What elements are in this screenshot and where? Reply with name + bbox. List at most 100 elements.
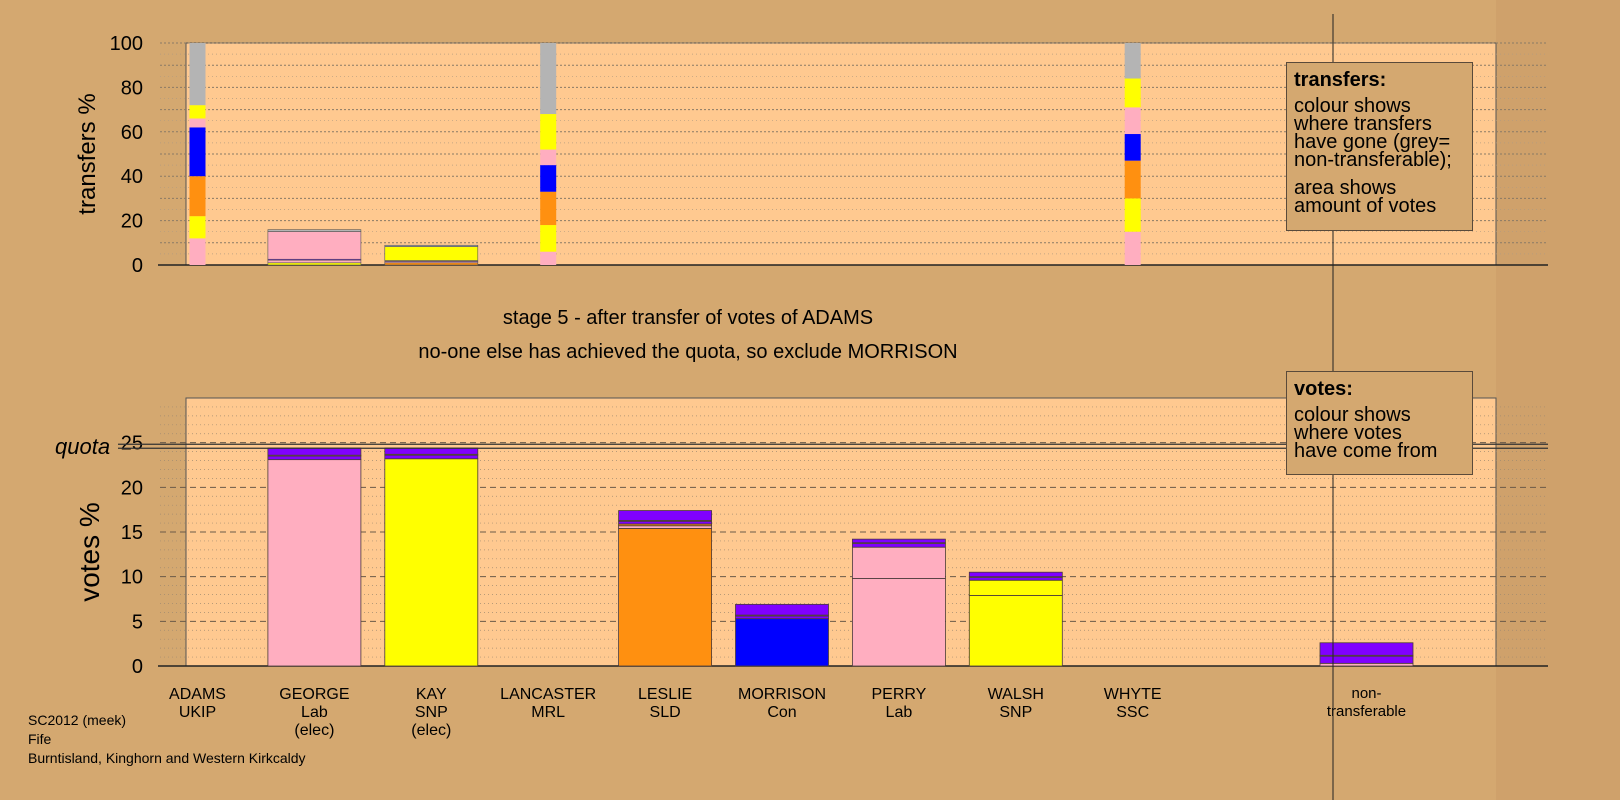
votes-legend-title: votes:	[1294, 378, 1353, 400]
candidate-party-label: SSC	[1116, 704, 1149, 721]
transfers-y-tick-label: 60	[121, 122, 143, 144]
footer-council: Fife	[28, 731, 52, 747]
transfers-y-tick-label: 100	[110, 33, 143, 55]
transfer-bar-segment-adams	[189, 216, 206, 239]
candidate-name-label: WHYTE	[1104, 686, 1162, 703]
votes-legend-text: colour shows where votes have come from	[1294, 404, 1438, 462]
transfers-y-tick-label: 0	[132, 255, 143, 277]
candidate-party-label: SNP	[999, 704, 1032, 721]
transfers-y-tick-label: 40	[121, 166, 143, 188]
transfer-bar-segment-george	[267, 259, 362, 264]
vote-bar-segment-george	[267, 459, 362, 667]
transfer-bar-segment-lancaster	[540, 43, 557, 115]
candidate-party-label: SLD	[650, 704, 681, 721]
vote-bar-segment-kay	[384, 454, 479, 460]
vote-bar-segment-perry	[852, 543, 946, 548]
candidate-party-label: SNP	[415, 704, 448, 721]
votes-y-tick-label: 15	[121, 522, 143, 544]
transfer-bar-segment-lancaster	[540, 149, 557, 166]
votes-y-tick-label: 5	[132, 611, 143, 633]
candidate-party-label: Con	[767, 704, 796, 721]
transfer-bar-segment-whyte	[1124, 107, 1141, 135]
footer-info: SC2012 (meek) Fife Burntisland, Kinghorn…	[28, 711, 306, 768]
votes-y-tick-label: 0	[132, 656, 143, 678]
candidate-party-label: Lab	[886, 704, 913, 721]
candidate-party-label: UKIP	[179, 704, 216, 721]
transfer-bar-segment-lancaster	[540, 165, 557, 192]
vote-bar-segment-perry	[852, 546, 946, 579]
transfers-y-axis-label: transfers %	[74, 93, 101, 214]
vote-bar-segment-george	[267, 447, 362, 456]
quota-label: quota	[55, 434, 110, 459]
vote-bar-segment-morrison	[735, 618, 829, 667]
transfers-legend-text-1: colour shows where transfers have gone (…	[1294, 95, 1452, 171]
candidate-name-label: GEORGE	[279, 686, 349, 703]
transfer-bar-segment-whyte	[1124, 134, 1141, 161]
candidate-party-label: Lab	[301, 704, 328, 721]
votes-y-tick-label: 10	[121, 567, 143, 589]
transfers-y-tick-label: 20	[121, 211, 143, 233]
vote-bar-segment-kay	[384, 458, 479, 667]
right-margin-shade	[1496, 0, 1620, 800]
nontransferable-label: non-	[1351, 685, 1381, 702]
transfer-bar-segment-george	[267, 231, 362, 260]
transfer-bar-segment-whyte	[1124, 198, 1141, 232]
transfer-bar-segment-lancaster	[540, 191, 557, 226]
transfers-legend-title: transfers:	[1294, 69, 1387, 91]
candidate-status-label: (elec)	[294, 722, 334, 739]
stage-subtitle: no-one else has achieved the quota, so e…	[418, 341, 957, 363]
transfer-bar-segment-adams	[189, 176, 206, 217]
transfer-bar-segment-lancaster	[540, 114, 557, 150]
transfers-legend: transfers: colour shows where transfers …	[1286, 62, 1473, 231]
candidate-name-label: KAY	[416, 686, 447, 703]
candidate-name-label: LESLIE	[638, 686, 692, 703]
vote-bar-segment-leslie	[618, 525, 712, 529]
transfer-bar-segment-whyte	[1124, 43, 1141, 79]
candidate-party-label: MRL	[531, 704, 565, 721]
transfers-legend-text-2: area shows amount of votes	[1294, 177, 1437, 217]
transfer-bar-segment-adams	[189, 105, 206, 119]
vote-bar-segment-morrison	[735, 615, 829, 620]
vote-bar-segment-perry	[852, 578, 946, 667]
transfer-bar-segment-adams	[189, 238, 206, 265]
vote-bar-segment-walsh	[968, 571, 1063, 578]
transfer-bar-segment-kay	[384, 262, 479, 266]
transfer-bar-segment-adams	[189, 118, 206, 128]
vote-bar-segment-kay	[384, 447, 479, 455]
vote-bar-segment-george	[267, 455, 362, 461]
transfers-y-tick-label: 80	[121, 77, 143, 99]
transfer-bar-segment-lancaster	[540, 225, 557, 252]
transfer-bar-segment-whyte	[1124, 160, 1141, 199]
vote-bar-segment-walsh	[968, 577, 1063, 581]
vote-bar-segment-morrison	[735, 603, 829, 616]
nontransferable-label: transferable	[1327, 703, 1406, 720]
candidate-name-label: ADAMS	[169, 686, 226, 703]
candidate-name-label: WALSH	[988, 686, 1044, 703]
footer-ward: Burntisland, Kinghorn and Western Kirkca…	[28, 750, 306, 766]
vote-bar-segment-leslie	[618, 520, 712, 525]
votes-y-axis-label: votes %	[74, 502, 105, 602]
candidate-status-label: (elec)	[411, 722, 451, 739]
vote-bar-segment-leslie	[618, 510, 712, 521]
candidate-name-label: MORRISON	[738, 686, 826, 703]
votes-legend: votes: colour shows where votes have com…	[1286, 371, 1473, 475]
transfer-bar-segment-kay	[384, 244, 479, 247]
transfer-bar-segment-adams	[189, 127, 206, 177]
vote-bar-segment-non-transferable	[1319, 655, 1414, 664]
vote-bar-segment-perry	[852, 538, 946, 544]
footer-source: SC2012 (meek)	[28, 712, 127, 728]
vote-bar-segment-non-transferable	[1319, 662, 1414, 667]
transfer-bar-segment-lancaster	[540, 251, 557, 265]
transfer-bar-segment-george	[267, 262, 362, 266]
transfer-bar-segment-george	[267, 229, 362, 232]
transfer-bar-segment-adams	[189, 43, 206, 106]
vote-bar-segment-leslie	[618, 528, 712, 667]
votes-y-tick-label: 20	[121, 477, 143, 499]
candidate-name-label: LANCASTER	[500, 686, 596, 703]
transfer-bar-segment-whyte	[1124, 231, 1141, 265]
vote-bar-segment-walsh	[968, 579, 1063, 596]
stage-title: stage 5 - after transfer of votes of ADA…	[503, 307, 873, 329]
transfer-bar-segment-whyte	[1124, 78, 1141, 108]
candidate-name-label: PERRY	[871, 686, 926, 703]
